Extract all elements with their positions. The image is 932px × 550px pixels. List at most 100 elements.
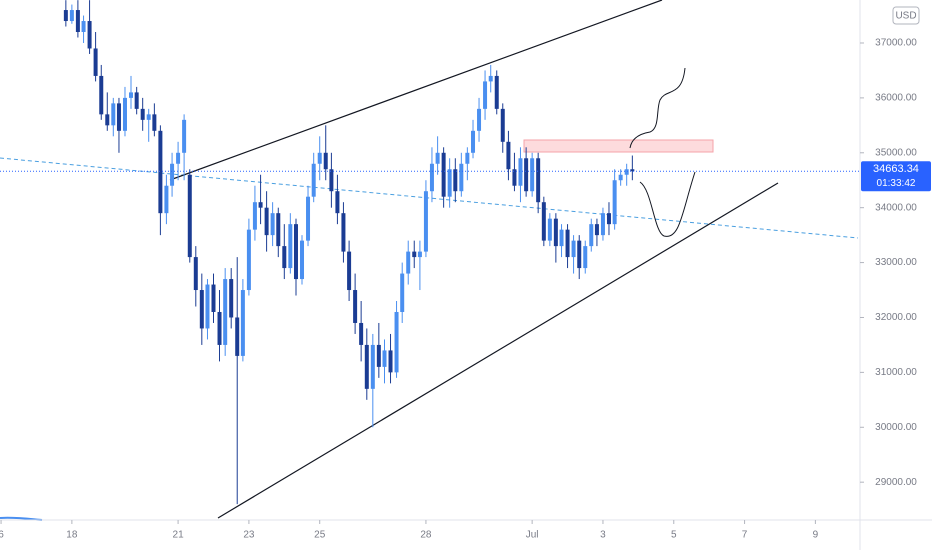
candle-body	[240, 290, 245, 356]
candle-body	[152, 114, 157, 131]
candle-body	[122, 97, 127, 131]
projection-up	[629, 67, 686, 149]
candle-body	[353, 290, 358, 323]
candle-body	[612, 180, 617, 225]
candle-body	[494, 75, 499, 109]
candle-body	[429, 163, 434, 192]
candle-body	[288, 224, 293, 269]
candle-body	[541, 202, 546, 241]
candle-body	[606, 213, 611, 225]
candle-body	[530, 158, 535, 192]
candle-body	[376, 344, 381, 367]
candle-body	[388, 350, 393, 373]
candle-body	[164, 185, 169, 214]
y-tick-label: 36000.00	[875, 93, 917, 104]
candles	[63, 0, 635, 505]
candle-body	[335, 191, 340, 214]
candle-body	[589, 224, 594, 247]
candle-body	[146, 114, 151, 120]
candle-body	[364, 344, 369, 389]
candle-body	[182, 119, 187, 153]
candle-body	[116, 103, 121, 131]
candle-body	[235, 317, 240, 356]
currency[interactable]: USD	[895, 11, 916, 22]
x-tick-label: 6	[0, 530, 4, 541]
y-tick-label: 35000.00	[875, 147, 917, 158]
candle-body	[370, 344, 375, 389]
drawings	[0, 0, 859, 521]
candle-body	[246, 229, 251, 291]
candle-body	[618, 174, 623, 181]
x-tick-label: 18	[66, 530, 78, 541]
candle-body	[400, 273, 405, 312]
y-tick-label: 31000.00	[875, 367, 917, 378]
y-tick-label: 30000.00	[875, 422, 917, 433]
candle-body	[441, 152, 446, 197]
candle-body	[359, 322, 364, 345]
last-price-label: 34663.34	[873, 163, 919, 175]
axes: 29000.00 30000.00 31000.00 32000.00 33000.00…	[0, 38, 931, 541]
candle-body	[465, 152, 470, 164]
candle-body	[81, 21, 86, 33]
candle-body	[423, 191, 428, 252]
candle-body	[282, 246, 287, 269]
lower-trendline	[217, 182, 779, 519]
candle-body	[417, 251, 422, 258]
candle-body	[306, 196, 311, 241]
x-tick-label: 9	[813, 530, 819, 541]
candle-body	[536, 158, 541, 203]
candle-body	[518, 158, 523, 186]
candle-body	[341, 213, 346, 252]
candle-body	[229, 279, 234, 318]
candle-body	[553, 218, 558, 247]
x-tick-label: 3	[600, 530, 606, 541]
candle-body	[471, 130, 476, 153]
last-price-box	[861, 161, 931, 192]
candle-body	[276, 213, 281, 247]
upper-trendline	[169, 0, 663, 181]
candle-body	[488, 75, 493, 82]
candle-body	[193, 257, 198, 291]
candle-body	[87, 21, 92, 49]
candle-body	[293, 224, 298, 280]
candle-body	[323, 152, 328, 170]
candle-body	[347, 251, 352, 291]
candle-body	[459, 163, 464, 192]
projection-down	[639, 171, 696, 237]
candle-body	[140, 108, 145, 120]
candle-body	[63, 10, 68, 22]
candle-body	[111, 103, 116, 126]
currency-box[interactable]	[892, 6, 920, 25]
candle-body	[99, 75, 104, 115]
x-tick-label: 7	[742, 530, 748, 541]
candle-body	[506, 141, 511, 170]
candle-body	[524, 158, 529, 192]
candle-body	[394, 311, 399, 373]
x-tick-label: 21	[173, 530, 185, 541]
candle-body	[170, 163, 175, 186]
candle-body	[571, 240, 576, 258]
y-tick-label: 34000.00	[875, 202, 917, 213]
candle-body	[565, 229, 570, 258]
candle-body	[205, 284, 210, 329]
candle-body	[252, 202, 257, 230]
candle-body	[547, 218, 552, 241]
candle-body	[270, 213, 275, 236]
candle-body	[447, 169, 452, 197]
candle-body	[483, 81, 488, 109]
candle-body	[258, 202, 263, 208]
candle-body	[105, 114, 110, 126]
dashed-trendline	[0, 157, 859, 239]
candle-body	[223, 279, 228, 345]
candle-body	[311, 163, 316, 197]
candle-body	[317, 152, 322, 164]
candle-body	[559, 229, 564, 247]
y-tick-label: 29000.00	[875, 477, 917, 488]
candle-body	[300, 240, 305, 280]
candle-body	[217, 311, 222, 345]
candle-body	[69, 10, 74, 22]
candle-body	[512, 169, 517, 186]
candle-body	[329, 169, 334, 192]
